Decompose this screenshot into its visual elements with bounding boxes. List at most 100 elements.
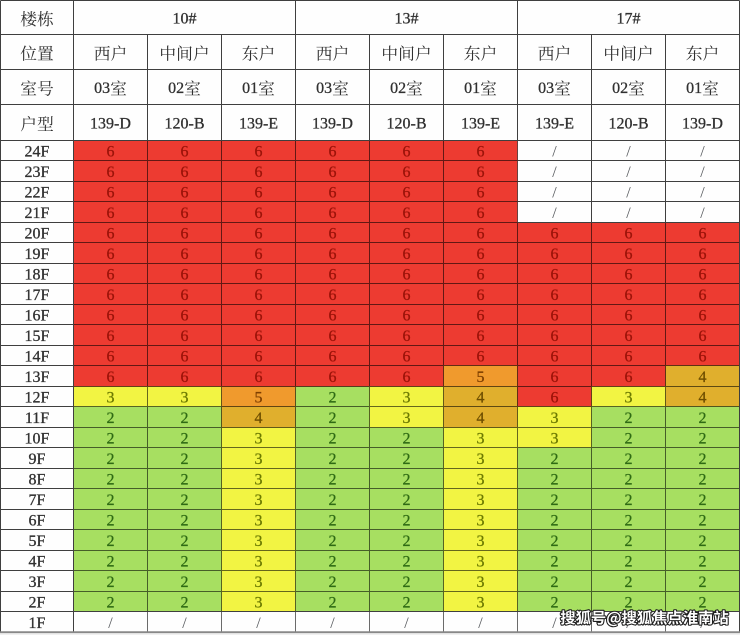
svg-text:03: 03	[538, 80, 554, 97]
svg-text:6: 6	[255, 225, 263, 242]
svg-text:6: 6	[551, 307, 559, 324]
svg-text:2: 2	[403, 594, 411, 611]
svg-text:6: 6	[477, 164, 485, 181]
svg-text:6: 6	[107, 266, 115, 283]
svg-text:2: 2	[107, 430, 115, 447]
svg-text:4: 4	[699, 369, 707, 386]
svg-text:6: 6	[181, 287, 189, 304]
svg-text:6: 6	[551, 287, 559, 304]
svg-text:02: 02	[168, 80, 184, 97]
svg-text:2: 2	[107, 451, 115, 468]
svg-text:2: 2	[551, 553, 559, 570]
svg-text:2: 2	[181, 430, 189, 447]
svg-text:139-D: 139-D	[682, 115, 723, 132]
svg-text:4: 4	[699, 389, 707, 406]
svg-text:6: 6	[551, 348, 559, 365]
svg-text:3: 3	[477, 574, 485, 591]
svg-text:2: 2	[181, 492, 189, 509]
svg-text:/: /	[700, 205, 705, 222]
svg-text:6: 6	[699, 287, 707, 304]
svg-text:2: 2	[107, 553, 115, 570]
svg-text:2: 2	[329, 410, 337, 427]
svg-text:6: 6	[107, 328, 115, 345]
svg-text:3: 3	[551, 410, 559, 427]
svg-text:6: 6	[255, 246, 263, 263]
svg-text:6: 6	[625, 287, 633, 304]
svg-text:6: 6	[181, 184, 189, 201]
svg-text:2: 2	[699, 451, 707, 468]
svg-text:/: /	[552, 615, 557, 632]
svg-text:2: 2	[699, 512, 707, 529]
svg-text:6: 6	[403, 184, 411, 201]
svg-text:/: /	[552, 205, 557, 222]
svg-text:6: 6	[329, 143, 337, 160]
svg-text:3: 3	[477, 471, 485, 488]
svg-text:2: 2	[181, 471, 189, 488]
svg-text:4: 4	[477, 389, 485, 406]
svg-text:2: 2	[403, 574, 411, 591]
svg-text:2: 2	[699, 410, 707, 427]
svg-text:2: 2	[329, 553, 337, 570]
svg-text:/: /	[478, 615, 483, 632]
svg-text:6: 6	[699, 328, 707, 345]
svg-text:6: 6	[477, 184, 485, 201]
svg-text:2: 2	[181, 574, 189, 591]
svg-text:01: 01	[464, 80, 480, 97]
svg-text:/: /	[552, 143, 557, 160]
svg-text:6: 6	[551, 389, 559, 406]
svg-text:6: 6	[107, 348, 115, 365]
svg-text:6: 6	[551, 246, 559, 263]
svg-text:2: 2	[403, 492, 411, 509]
svg-text:2: 2	[107, 410, 115, 427]
svg-text:6: 6	[403, 205, 411, 222]
svg-text:6: 6	[551, 328, 559, 345]
svg-text:6: 6	[329, 246, 337, 263]
svg-text:2: 2	[551, 471, 559, 488]
svg-text:4F: 4F	[29, 553, 46, 570]
svg-text:6: 6	[107, 369, 115, 386]
svg-text:2: 2	[699, 492, 707, 509]
svg-text:6: 6	[699, 348, 707, 365]
svg-text:2: 2	[329, 471, 337, 488]
svg-text:2: 2	[329, 574, 337, 591]
svg-text:17#: 17#	[617, 10, 641, 27]
svg-text:2: 2	[329, 430, 337, 447]
svg-text:22F: 22F	[25, 184, 50, 201]
svg-text:2: 2	[329, 512, 337, 529]
svg-text:6: 6	[107, 143, 115, 160]
svg-text:3: 3	[255, 512, 263, 529]
svg-text:6: 6	[329, 287, 337, 304]
svg-text:120-B: 120-B	[165, 115, 205, 132]
svg-text:/: /	[182, 615, 187, 632]
svg-text:5F: 5F	[29, 533, 46, 550]
svg-text:6: 6	[181, 348, 189, 365]
svg-text:/: /	[700, 615, 705, 632]
svg-text:6: 6	[477, 287, 485, 304]
svg-text:6: 6	[255, 328, 263, 345]
svg-text:2: 2	[329, 594, 337, 611]
svg-text:6: 6	[329, 369, 337, 386]
svg-text:2: 2	[625, 574, 633, 591]
svg-text:6: 6	[329, 307, 337, 324]
svg-text:6: 6	[255, 184, 263, 201]
svg-text:6: 6	[551, 225, 559, 242]
svg-text:6: 6	[403, 164, 411, 181]
svg-text:2: 2	[699, 471, 707, 488]
svg-text:6: 6	[477, 328, 485, 345]
svg-text:6: 6	[107, 287, 115, 304]
svg-text:02: 02	[612, 80, 628, 97]
svg-text:13#: 13#	[395, 10, 419, 27]
svg-text:6: 6	[181, 225, 189, 242]
svg-text:2: 2	[107, 574, 115, 591]
svg-text:6: 6	[107, 246, 115, 263]
svg-text:2: 2	[625, 471, 633, 488]
svg-text:20F: 20F	[25, 225, 50, 242]
svg-text:6: 6	[551, 369, 559, 386]
svg-text:3: 3	[403, 389, 411, 406]
svg-text:23F: 23F	[25, 164, 50, 181]
svg-text:6: 6	[403, 348, 411, 365]
svg-text:6: 6	[107, 307, 115, 324]
svg-text:2: 2	[181, 512, 189, 529]
svg-text:3: 3	[477, 451, 485, 468]
svg-text:2: 2	[181, 451, 189, 468]
